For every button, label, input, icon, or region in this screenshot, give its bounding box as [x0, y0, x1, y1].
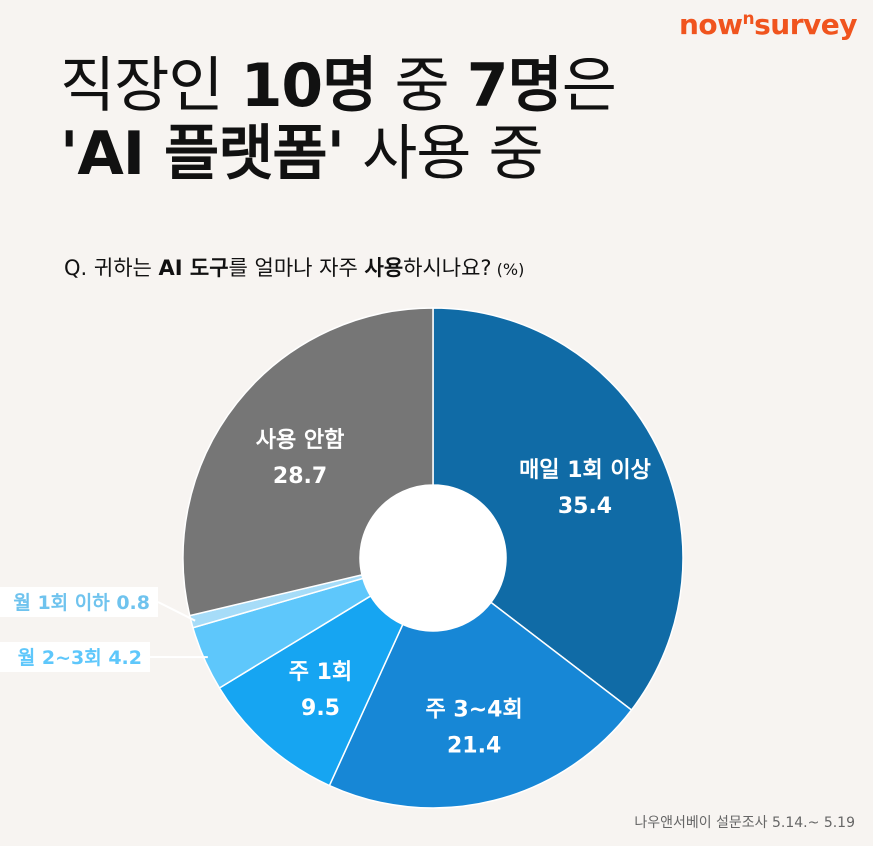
headline-text: 사용 중 — [344, 119, 544, 189]
slice-label-slice-6: 사용 안함 — [256, 428, 345, 453]
callout-label-slice-5: 월 1회 이하 0.8 — [13, 592, 150, 614]
logo-text-survey: survey — [754, 8, 857, 41]
question-emphasis: 사용 — [364, 256, 404, 280]
headline-text: 직장인 — [60, 51, 241, 121]
slice-value-slice-2: 21.4 — [447, 733, 501, 758]
headline-highlight: 7명 — [466, 51, 563, 121]
survey-source: 나우앤서베이 설문조사 5.14.~ 5.19 — [634, 815, 855, 831]
nownsurvey-logo: nownsurvey — [678, 8, 858, 41]
slice-label-slice-3: 주 1회 — [289, 660, 352, 685]
headline-text: 은 — [561, 51, 617, 121]
slice-label-slice-1: 매일 1회 이상 — [519, 458, 651, 483]
headline-highlight: 'AI 플랫폼' — [60, 119, 345, 189]
callout-line-slice-5 — [157, 601, 196, 622]
donut-center-hole — [360, 485, 506, 631]
headline-text: 중 — [376, 51, 467, 121]
slice-value-slice-6: 28.7 — [273, 464, 327, 489]
headline: 직장인 10명 중 7명은 'AI 플랫폼' 사용 중 — [60, 51, 617, 188]
slice-value-slice-1: 35.4 — [558, 494, 612, 519]
question-text: 를 얼마나 자주 — [228, 256, 365, 280]
question-text: 하시나요? — [403, 256, 492, 280]
question-text: Q. 귀하는 — [64, 256, 159, 280]
headline-highlight: 10명 — [240, 51, 378, 121]
headline-line2: 'AI 플랫폼' 사용 중 — [60, 120, 616, 188]
slice-value-slice-3: 9.5 — [301, 696, 340, 721]
question-emphasis: AI 도구 — [158, 256, 229, 280]
headline-line1: 직장인 10명 중 7명은 — [60, 51, 617, 121]
logo-text-n: n — [742, 9, 755, 29]
question-unit: (%) — [491, 260, 525, 279]
callout-label-slice-4: 월 2~3회 4.2 — [18, 647, 142, 669]
survey-question: Q. 귀하는 AI 도구를 얼마나 자주 사용하시나요? (%) — [64, 252, 524, 282]
callout-box-slice-4 — [0, 642, 150, 672]
slice-label-slice-2: 주 3~4회 — [426, 697, 523, 722]
logo-text-now: now — [678, 8, 743, 41]
callout-box-slice-5 — [0, 587, 158, 617]
